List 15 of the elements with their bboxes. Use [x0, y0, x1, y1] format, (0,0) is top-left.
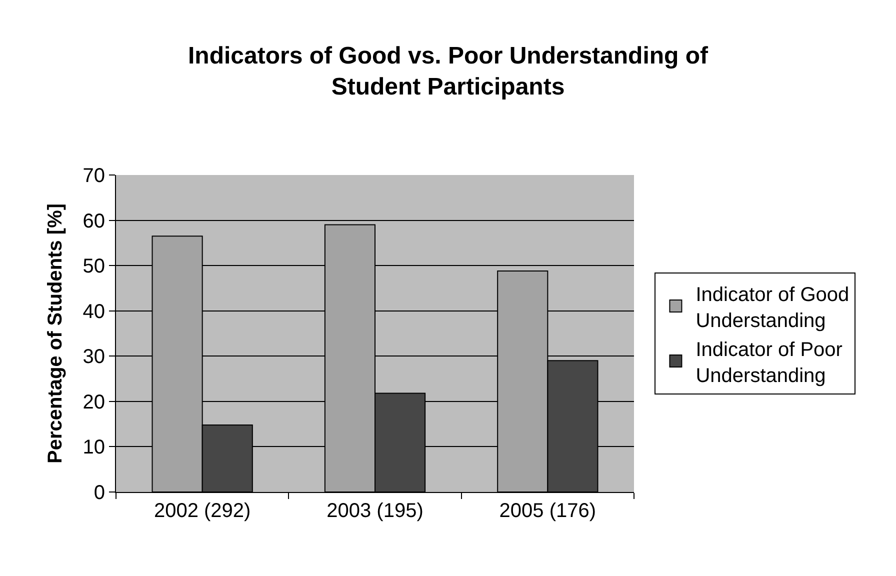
y-tick-label: 0	[94, 482, 105, 504]
y-axis-title: Percentage of Students [%]	[44, 203, 66, 464]
y-tick-label: 20	[82, 391, 105, 414]
x-tick-label: 2005 (176)	[499, 500, 596, 522]
y-tick-label: 40	[82, 300, 105, 323]
y-tick-label: 30	[82, 346, 105, 368]
legend-label: Indicator of Poor Understanding	[696, 338, 843, 387]
y-tick-label: 10	[82, 436, 105, 459]
x-tick-label: 2002 (292)	[154, 500, 251, 522]
legend-label: Indicator of Good Understanding	[696, 284, 850, 332]
y-tick-label: 60	[82, 210, 105, 232]
x-tick-label: 2003 (195)	[326, 500, 424, 522]
y-tick-label: 70	[82, 165, 105, 187]
y-tick-label: 50	[82, 256, 105, 278]
chart-title: Indicators of Good vs. Poor Understanding of Student Participants	[188, 42, 710, 101]
